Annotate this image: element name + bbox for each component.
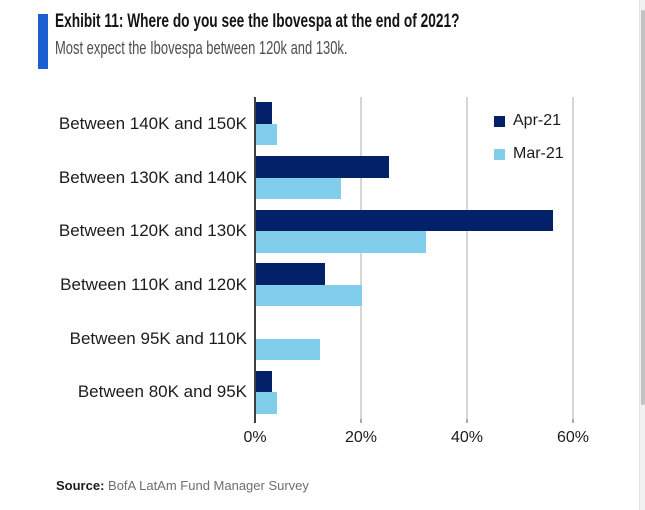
bar-mar-21-row5 [256, 338, 320, 360]
legend-label-mar-21: Mar-21 [513, 145, 564, 162]
gridline-20 [360, 97, 362, 419]
y-axis-line [254, 97, 256, 423]
bar-apr-21-row1 [256, 102, 272, 124]
category-label: Between 80K and 95K [77, 382, 247, 402]
bar-apr-21-row6 [256, 370, 272, 393]
scrollbar-thumb[interactable] [641, 10, 645, 405]
source-text: BofA LatAm Fund Manager Survey [108, 478, 309, 493]
axis-tick-20 [360, 419, 362, 423]
x-tick-label-0: 0% [243, 429, 267, 446]
bar-apr-21-row4 [256, 263, 325, 285]
category-label: Between 130K and 140K [58, 167, 247, 187]
scrollbar[interactable] [639, 0, 645, 510]
category-label: Between 110K and 120K [60, 274, 247, 294]
x-tick-label-40: 40% [450, 429, 484, 446]
bar-mar-21-row6 [256, 392, 278, 414]
bar-apr-21-row2 [256, 156, 389, 178]
x-tick-label-60: 60% [556, 429, 590, 446]
category-label: Between 140K and 150K [58, 113, 247, 133]
legend-label-apr-21: Apr-21 [513, 112, 562, 129]
chart-title: Exhibit 11: Where do you see the Ibovesp… [55, 11, 460, 32]
plot-area [254, 97, 595, 423]
source-label: Source: [56, 478, 105, 493]
bar-mar-21-row1 [256, 123, 278, 146]
x-tick-label-20: 20% [344, 429, 378, 446]
source-line: Source: BofA LatAm Fund Manager Survey [56, 478, 309, 493]
chart-subtitle: Most expect the Ibovespa between 120k an… [55, 38, 348, 58]
gridline-40 [466, 97, 468, 419]
bar-mar-21-row4 [256, 284, 362, 307]
bar-mar-21-row3 [256, 231, 426, 253]
bar-mar-21-row2 [256, 177, 341, 199]
axis-tick-40 [466, 419, 468, 423]
bar-apr-21-row3 [256, 209, 553, 232]
legend-swatch-apr-21 [494, 115, 505, 127]
axis-tick-60 [572, 419, 574, 423]
category-label: Between 120K and 130K [58, 221, 247, 241]
legend-item-apr-21: Apr-21 [494, 110, 561, 132]
legend-item-mar-21: Mar-21 [494, 143, 564, 165]
legend-swatch-mar-21 [494, 148, 505, 160]
title-accent-bar [38, 14, 48, 69]
gridline-60 [572, 97, 574, 419]
category-label: Between 95K and 110K [69, 328, 247, 348]
